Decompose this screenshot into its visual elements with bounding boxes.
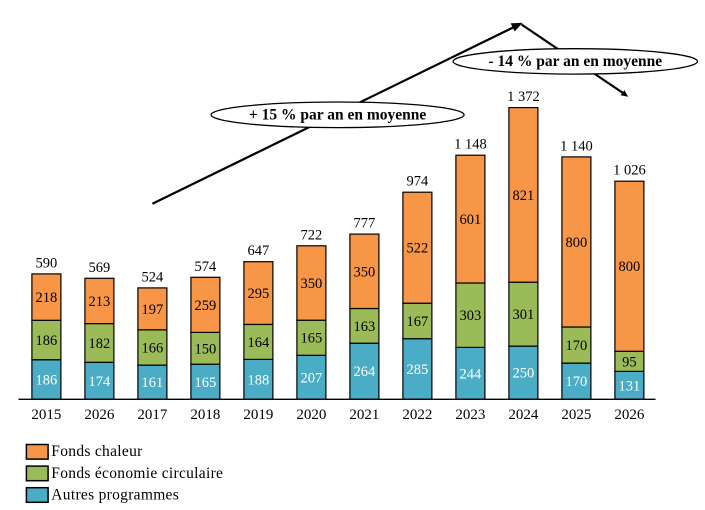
svg-text:301: 301: [513, 307, 535, 323]
svg-text:2022: 2022: [402, 407, 432, 423]
svg-text:182: 182: [89, 336, 111, 352]
svg-text:164: 164: [248, 335, 271, 351]
svg-text:150: 150: [195, 341, 217, 357]
svg-text:2023: 2023: [455, 407, 485, 423]
svg-text:165: 165: [195, 375, 217, 391]
svg-text:974: 974: [407, 174, 430, 190]
svg-text:174: 174: [89, 374, 112, 390]
svg-text:2017: 2017: [137, 407, 168, 423]
svg-text:218: 218: [36, 290, 58, 306]
svg-text:Fonds chaleur: Fonds chaleur: [51, 443, 143, 460]
svg-text:2021: 2021: [349, 407, 379, 423]
svg-text:259: 259: [195, 298, 217, 314]
svg-text:170: 170: [566, 338, 588, 354]
svg-text:295: 295: [248, 286, 270, 302]
svg-text:2026: 2026: [614, 407, 645, 423]
svg-text:2015: 2015: [31, 407, 61, 423]
svg-text:522: 522: [407, 241, 429, 257]
svg-text:2020: 2020: [296, 407, 326, 423]
svg-text:+ 15 % par an en moyenne: + 15 % par an en moyenne: [249, 107, 426, 124]
svg-text:213: 213: [89, 294, 111, 310]
svg-text:569: 569: [89, 260, 111, 276]
svg-text:647: 647: [248, 243, 270, 259]
svg-text:165: 165: [301, 331, 323, 347]
svg-text:2018: 2018: [190, 407, 220, 423]
svg-text:166: 166: [142, 340, 164, 356]
svg-text:95: 95: [622, 354, 637, 370]
svg-text:800: 800: [619, 259, 641, 275]
svg-text:2024: 2024: [508, 407, 539, 423]
svg-text:800: 800: [566, 235, 588, 251]
svg-text:186: 186: [36, 333, 58, 349]
svg-text:1 148: 1 148: [454, 137, 487, 153]
svg-text:- 14 % par an en moyenne: - 14 % par an en moyenne: [488, 53, 662, 70]
svg-text:167: 167: [407, 314, 429, 330]
svg-text:163: 163: [354, 319, 376, 335]
svg-text:285: 285: [407, 362, 429, 378]
svg-text:722: 722: [301, 227, 323, 243]
svg-text:250: 250: [513, 366, 535, 382]
svg-text:244: 244: [460, 366, 483, 382]
svg-text:821: 821: [513, 188, 535, 204]
svg-text:131: 131: [619, 378, 641, 394]
svg-text:1 026: 1 026: [613, 163, 646, 179]
svg-text:161: 161: [142, 375, 164, 391]
svg-text:1 372: 1 372: [507, 89, 540, 105]
svg-text:197: 197: [142, 302, 164, 318]
svg-text:590: 590: [36, 255, 58, 271]
svg-text:601: 601: [460, 212, 482, 228]
svg-text:574: 574: [195, 259, 218, 275]
svg-text:Fonds économie circulaire: Fonds économie circulaire: [51, 465, 223, 482]
svg-text:2019: 2019: [243, 407, 273, 423]
svg-text:1 140: 1 140: [560, 138, 593, 154]
svg-text:188: 188: [248, 372, 270, 388]
svg-text:2025: 2025: [561, 407, 591, 423]
svg-text:2026: 2026: [84, 407, 115, 423]
svg-text:524: 524: [142, 269, 165, 285]
svg-text:186: 186: [36, 373, 58, 389]
svg-text:207: 207: [301, 370, 323, 386]
svg-text:170: 170: [566, 374, 588, 390]
svg-text:350: 350: [301, 276, 323, 292]
svg-text:350: 350: [354, 264, 376, 280]
svg-text:777: 777: [354, 216, 376, 232]
svg-text:Autres programmes: Autres programmes: [51, 486, 179, 503]
svg-text:264: 264: [354, 364, 377, 380]
svg-text:303: 303: [460, 308, 482, 324]
